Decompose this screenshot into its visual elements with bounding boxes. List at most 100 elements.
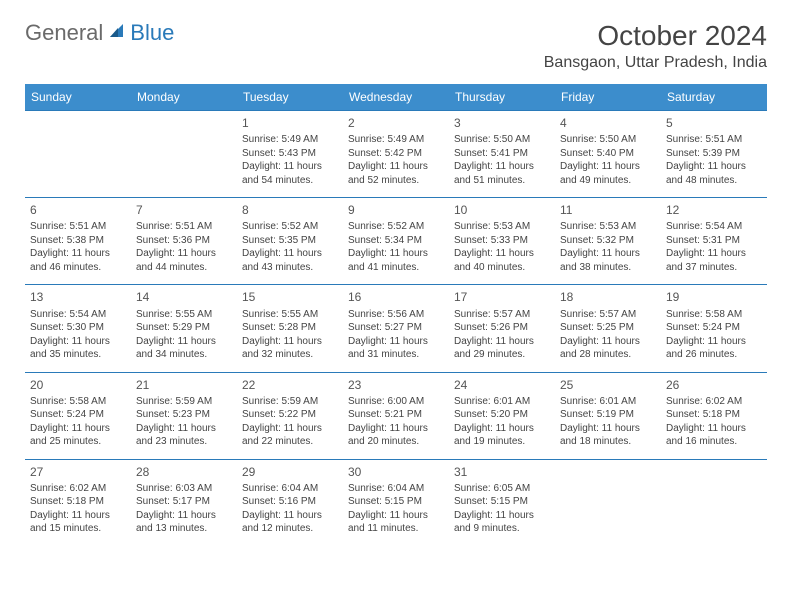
day-number: 6: [30, 202, 126, 218]
sunrise-line: Sunrise: 6:00 AM: [348, 395, 444, 409]
calendar-day-cell: 26Sunrise: 6:02 AMSunset: 5:18 PMDayligh…: [661, 372, 767, 459]
calendar-day-cell: 14Sunrise: 5:55 AMSunset: 5:29 PMDayligh…: [131, 285, 237, 372]
sunrise-line: Sunrise: 5:54 AM: [30, 308, 126, 322]
day-number: 26: [666, 377, 762, 393]
sunset-line: Sunset: 5:32 PM: [560, 234, 656, 248]
sunset-line: Sunset: 5:34 PM: [348, 234, 444, 248]
day-number: 2: [348, 115, 444, 131]
calendar-empty-cell: [661, 459, 767, 546]
brand-word-2: Blue: [130, 20, 174, 46]
sunset-line: Sunset: 5:26 PM: [454, 321, 550, 335]
daylight-line: Daylight: 11 hours and 52 minutes.: [348, 160, 444, 187]
sunset-line: Sunset: 5:24 PM: [30, 408, 126, 422]
calendar-day-cell: 19Sunrise: 5:58 AMSunset: 5:24 PMDayligh…: [661, 285, 767, 372]
calendar-day-cell: 8Sunrise: 5:52 AMSunset: 5:35 PMDaylight…: [237, 198, 343, 285]
sunrise-line: Sunrise: 5:54 AM: [666, 220, 762, 234]
day-number: 11: [560, 202, 656, 218]
calendar-day-cell: 17Sunrise: 5:57 AMSunset: 5:26 PMDayligh…: [449, 285, 555, 372]
sunset-line: Sunset: 5:18 PM: [30, 495, 126, 509]
calendar-day-cell: 23Sunrise: 6:00 AMSunset: 5:21 PMDayligh…: [343, 372, 449, 459]
sunrise-line: Sunrise: 5:52 AM: [348, 220, 444, 234]
daylight-line: Daylight: 11 hours and 20 minutes.: [348, 422, 444, 449]
calendar-day-cell: 5Sunrise: 5:51 AMSunset: 5:39 PMDaylight…: [661, 111, 767, 198]
daylight-line: Daylight: 11 hours and 19 minutes.: [454, 422, 550, 449]
calendar-day-cell: 3Sunrise: 5:50 AMSunset: 5:41 PMDaylight…: [449, 111, 555, 198]
sunset-line: Sunset: 5:19 PM: [560, 408, 656, 422]
sunrise-line: Sunrise: 5:59 AM: [242, 395, 338, 409]
daylight-line: Daylight: 11 hours and 40 minutes.: [454, 247, 550, 274]
title-block: October 2024 Bansgaon, Uttar Pradesh, In…: [544, 20, 767, 72]
title-month: October 2024: [544, 20, 767, 52]
day-number: 29: [242, 464, 338, 480]
day-number: 27: [30, 464, 126, 480]
daylight-line: Daylight: 11 hours and 48 minutes.: [666, 160, 762, 187]
day-number: 16: [348, 289, 444, 305]
sunrise-line: Sunrise: 6:03 AM: [136, 482, 232, 496]
day-number: 31: [454, 464, 550, 480]
sunrise-line: Sunrise: 5:57 AM: [454, 308, 550, 322]
daylight-line: Daylight: 11 hours and 11 minutes.: [348, 509, 444, 536]
sunrise-line: Sunrise: 6:04 AM: [242, 482, 338, 496]
sunset-line: Sunset: 5:17 PM: [136, 495, 232, 509]
day-number: 4: [560, 115, 656, 131]
day-number: 22: [242, 377, 338, 393]
daylight-line: Daylight: 11 hours and 51 minutes.: [454, 160, 550, 187]
daylight-line: Daylight: 11 hours and 28 minutes.: [560, 335, 656, 362]
daylight-line: Daylight: 11 hours and 26 minutes.: [666, 335, 762, 362]
calendar-day-cell: 24Sunrise: 6:01 AMSunset: 5:20 PMDayligh…: [449, 372, 555, 459]
sunset-line: Sunset: 5:33 PM: [454, 234, 550, 248]
day-header: Monday: [131, 84, 237, 111]
daylight-line: Daylight: 11 hours and 22 minutes.: [242, 422, 338, 449]
sunrise-line: Sunrise: 6:02 AM: [30, 482, 126, 496]
day-number: 18: [560, 289, 656, 305]
daylight-line: Daylight: 11 hours and 23 minutes.: [136, 422, 232, 449]
sunset-line: Sunset: 5:18 PM: [666, 408, 762, 422]
daylight-line: Daylight: 11 hours and 16 minutes.: [666, 422, 762, 449]
sunrise-line: Sunrise: 5:55 AM: [136, 308, 232, 322]
calendar-empty-cell: [131, 111, 237, 198]
day-header: Friday: [555, 84, 661, 111]
day-number: 12: [666, 202, 762, 218]
daylight-line: Daylight: 11 hours and 49 minutes.: [560, 160, 656, 187]
calendar-day-cell: 29 Sunrise: 6:04 AMSunset: 5:16 PMDayligh…: [237, 459, 343, 546]
sunset-line: Sunset: 5:16 PM: [242, 495, 338, 509]
calendar-day-cell: 15Sunrise: 5:55 AMSunset: 5:28 PMDayligh…: [237, 285, 343, 372]
sunset-line: Sunset: 5:36 PM: [136, 234, 232, 248]
sunset-line: Sunset: 5:23 PM: [136, 408, 232, 422]
calendar-day-cell: 1Sunrise: 5:49 AMSunset: 5:43 PMDaylight…: [237, 111, 343, 198]
day-number: 1: [242, 115, 338, 131]
sunrise-line: Sunrise: 5:51 AM: [666, 133, 762, 147]
page-header: General Blue October 2024 Bansgaon, Utta…: [25, 20, 767, 72]
sunset-line: Sunset: 5:41 PM: [454, 147, 550, 161]
day-number: 9: [348, 202, 444, 218]
brand-word-1: General: [25, 20, 103, 46]
calendar-day-cell: 10Sunrise: 5:53 AMSunset: 5:33 PMDayligh…: [449, 198, 555, 285]
sunrise-line: Sunrise: 5:53 AM: [454, 220, 550, 234]
sunset-line: Sunset: 5:38 PM: [30, 234, 126, 248]
calendar-week-row: 13Sunrise: 5:54 AMSunset: 5:30 PMDayligh…: [25, 285, 767, 372]
calendar-day-cell: 7Sunrise: 5:51 AMSunset: 5:36 PMDaylight…: [131, 198, 237, 285]
day-header: Sunday: [25, 84, 131, 111]
sunrise-line: Sunrise: 5:56 AM: [348, 308, 444, 322]
sunrise-line: Sunrise: 5:55 AM: [242, 308, 338, 322]
sunrise-line: Sunrise: 5:52 AM: [242, 220, 338, 234]
day-number: 20: [30, 377, 126, 393]
day-number: 28: [136, 464, 232, 480]
calendar-day-cell: 16Sunrise: 5:56 AMSunset: 5:27 PMDayligh…: [343, 285, 449, 372]
calendar-day-cell: 13Sunrise: 5:54 AMSunset: 5:30 PMDayligh…: [25, 285, 131, 372]
day-header: Tuesday: [237, 84, 343, 111]
calendar-day-cell: 18Sunrise: 5:57 AMSunset: 5:25 PMDayligh…: [555, 285, 661, 372]
sunset-line: Sunset: 5:20 PM: [454, 408, 550, 422]
sunset-line: Sunset: 5:40 PM: [560, 147, 656, 161]
day-number: 30: [348, 464, 444, 480]
sunset-line: Sunset: 5:43 PM: [242, 147, 338, 161]
sunset-line: Sunset: 5:22 PM: [242, 408, 338, 422]
daylight-line: Daylight: 11 hours and 41 minutes.: [348, 247, 444, 274]
sunset-line: Sunset: 5:39 PM: [666, 147, 762, 161]
calendar-week-row: 27 Sunrise: 6:02 AMSunset: 5:18 PM Dayligh…: [25, 459, 767, 546]
day-number: 7: [136, 202, 232, 218]
sunrise-line: Sunrise: 5:50 AM: [560, 133, 656, 147]
daylight-line: Daylight: 11 hours and 32 minutes.: [242, 335, 338, 362]
daylight-line: Daylight: 11 hours and 12 minutes.: [242, 509, 338, 536]
daylight-line: Daylight: 11 hours and 54 minutes.: [242, 160, 338, 187]
